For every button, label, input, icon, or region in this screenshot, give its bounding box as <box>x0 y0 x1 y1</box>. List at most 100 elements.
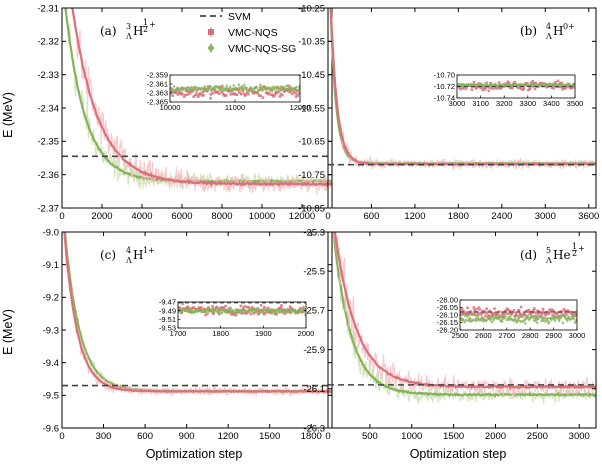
inset-x-tick-label: 2600 <box>475 331 492 340</box>
x-tick-label: 3600 <box>578 211 599 222</box>
inset-point-VMC-NQS <box>487 89 490 92</box>
inset-point-VMC-NQS <box>291 93 294 96</box>
inset-point-VMC-NQS <box>529 87 532 90</box>
panel-b: 0 600 1200 1800 2400 3000 3600-10.85-10.75-10.… <box>298 0 599 222</box>
inset-point-VMC-NQS <box>554 81 557 84</box>
y-tick-label: -10.65 <box>298 137 325 148</box>
inset-point-VMC-NQS <box>209 97 212 100</box>
nucleus-hyperon: Λ <box>125 32 132 41</box>
inset-point-VMC-NQS <box>533 307 536 310</box>
inset-x-tick-label: 3200 <box>496 99 513 108</box>
x-axis-label-left: Optimization step <box>146 447 243 461</box>
nucleus-symbol: H <box>553 24 563 38</box>
inset-x-tick-label: 3400 <box>543 99 560 108</box>
x-tick-label: 1200 <box>404 211 425 222</box>
x-tick-label: 0 <box>59 431 64 442</box>
inset-c: 1700 1800 1900 2000 -9.53-9.51-9.49-9.47 <box>159 298 314 338</box>
inset-x-tick-label: 1900 <box>255 329 272 338</box>
legend-label: VMC-NQS <box>228 27 278 39</box>
inset-x-tick-label: 3500 <box>567 99 584 108</box>
x-tick-label: 6000 <box>171 211 192 222</box>
x-tick-label: 0 <box>325 431 330 442</box>
axes-frame-b <box>328 8 596 208</box>
inset-point-VMC-NQS <box>212 92 215 95</box>
y-tick-label: -2.37 <box>37 203 59 214</box>
y-tick-label: -9.1 <box>43 260 59 271</box>
inset-y-tick-label: -9.47 <box>159 298 176 307</box>
panel-letter: (c) <box>100 248 116 262</box>
y-tick-label: -2.35 <box>37 137 59 148</box>
x-tick-label: 600 <box>364 211 380 222</box>
inset-point-VMC-NQS <box>479 308 482 311</box>
nucleus-symbol: H <box>133 248 143 262</box>
y-tick-label: -10.55 <box>298 103 325 114</box>
y-axis-label-bottom: E (MeV) <box>1 309 15 355</box>
nucleus-hyperon: Λ <box>545 32 552 41</box>
inset-point-VMC-NQS <box>297 92 300 95</box>
inset-point-VMC-NQS <box>230 93 233 96</box>
x-tick-label: 4000 <box>131 211 152 222</box>
inset-point-VMC-NQS <box>225 94 228 97</box>
y-axis-label-top: E (MeV) <box>1 92 15 138</box>
nucleus-mass-number: 4 <box>546 22 551 31</box>
inset-x-tick-label: 3000 <box>569 331 586 340</box>
nucleus-mass-number: 5 <box>546 246 551 255</box>
y-tick-label: -2.33 <box>37 70 59 81</box>
inset-point-VMC-NQS <box>247 306 250 309</box>
inset-point-VMC-NQS <box>281 94 284 97</box>
inset-point-VMC-NQS <box>279 95 282 98</box>
inset-point-VMC-NQS <box>202 94 205 97</box>
y-tick-label: -2.34 <box>37 103 59 114</box>
parity: + <box>578 244 585 253</box>
inset-point-VMC-NQS <box>294 92 297 95</box>
inset-point-VMC-NQS <box>475 308 478 311</box>
series-line-VMC-NQS <box>62 200 332 393</box>
y-tick-label: -10.25 <box>298 3 325 14</box>
legend-label: SVM <box>228 11 251 23</box>
plot-area-c <box>62 195 332 396</box>
parity: + <box>568 22 575 31</box>
x-tick-label: 2500 <box>527 431 548 442</box>
y-tick-label: -9.2 <box>43 293 59 304</box>
inset-y-tick-label: -10.74 <box>434 94 455 103</box>
y-tick-label: -26.3 <box>303 423 325 434</box>
inset-point-VMC-NQS <box>472 306 475 309</box>
inset-point-VMC-NQS <box>513 309 516 312</box>
nucleus-symbol: He <box>553 248 571 262</box>
inset-point-VMC-NQS <box>186 93 189 96</box>
series-raw-VMC-NQS <box>328 165 596 398</box>
inset-point-VMC-NQS <box>466 306 469 309</box>
panel-letter: (b) <box>520 24 537 38</box>
x-tick-label: 900 <box>179 431 195 442</box>
nucleus-symbol: H <box>133 24 143 38</box>
parity: + <box>148 246 155 255</box>
inset-y-tick-label: -2.363 <box>147 89 168 98</box>
inset-point-VMC-NQS <box>471 88 474 91</box>
panel-letter: (a) <box>100 24 117 38</box>
x-tick-label: 0 <box>59 211 64 222</box>
inset-y-tick-label: -10.70 <box>434 71 455 80</box>
inset-point-VMC-NQS <box>520 306 523 309</box>
legend-swatch-diamond <box>208 44 215 52</box>
inset-point-VMC-NQS <box>262 96 265 99</box>
series-line-VMC-NQS-SG <box>62 199 332 391</box>
y-tick-label: -10.75 <box>298 170 325 181</box>
panel-label-c: (c) 4Λ H 1 + <box>100 246 155 265</box>
panel-a: 0 2000 4000 6000 8000 10000 12000-2.37-2.36-2.… <box>37 0 332 222</box>
inset-x-tick-label: 1800 <box>212 329 229 338</box>
inset-x-tick-label: 2000 <box>298 329 315 338</box>
inset-y-tick-label: -10.72 <box>434 82 455 91</box>
inset-point-VMC-NQS <box>181 93 184 96</box>
x-axis-label-right: Optimization step <box>410 447 507 461</box>
x-tick-label: 600 <box>137 431 153 442</box>
y-tick-label: -9.0 <box>43 227 59 238</box>
x-tick-label: 1500 <box>259 431 280 442</box>
inset-point-VMC-NQS <box>280 304 283 307</box>
inset-y-tick-label: -2.361 <box>147 80 168 89</box>
legend-item-VMC-NQS: VMC-NQS <box>208 27 278 39</box>
nucleus-mass-number: 4 <box>126 246 131 255</box>
panel-d: 0 500 1000 1500 2000 2500 3000-26.3-26.1-25.9-… <box>303 150 596 442</box>
inset-y-tick-label: -26.00 <box>437 296 458 305</box>
inset-point-VMC-NQS <box>542 308 545 311</box>
y-tick-label: -9.4 <box>43 358 59 369</box>
